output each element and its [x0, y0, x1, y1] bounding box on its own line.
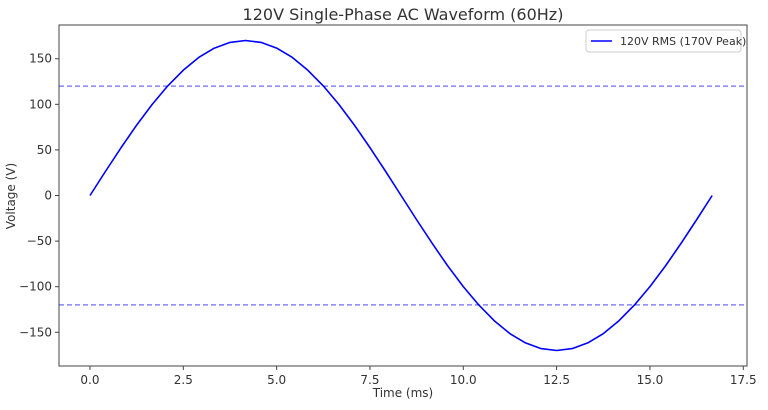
y-tick-label: 100	[29, 97, 52, 111]
legend-box	[585, 29, 742, 53]
x-tick-label: 17.5	[730, 373, 757, 387]
y-axis-label: Voltage (V)	[4, 163, 18, 229]
x-tick-label: 0.0	[80, 373, 99, 387]
x-tick-label: 12.5	[543, 373, 570, 387]
legend-label: 120V RMS (170V Peak)	[620, 35, 746, 48]
x-tick-label: 2.5	[174, 373, 193, 387]
y-tick-label: −100	[19, 280, 52, 294]
x-axis-label: Time (ms)	[372, 386, 434, 400]
plot-frame	[58, 24, 748, 367]
x-tick-label: 7.5	[360, 373, 379, 387]
series-line	[89, 39, 713, 352]
y-tick-label: −150	[19, 325, 52, 339]
y-tick-label: 50	[37, 143, 52, 157]
legend: 120V RMS (170V Peak)	[585, 29, 746, 53]
y-tick-label: 0	[44, 189, 52, 203]
y-tick-label: −50	[27, 234, 52, 248]
x-tick-label: 10.0	[450, 373, 477, 387]
x-tick-label: 5.0	[267, 373, 286, 387]
x-tick-label: 15.0	[637, 373, 664, 387]
chart-title: 120V Single-Phase AC Waveform (60Hz)	[243, 5, 564, 24]
y-tick-label: 150	[29, 52, 52, 66]
